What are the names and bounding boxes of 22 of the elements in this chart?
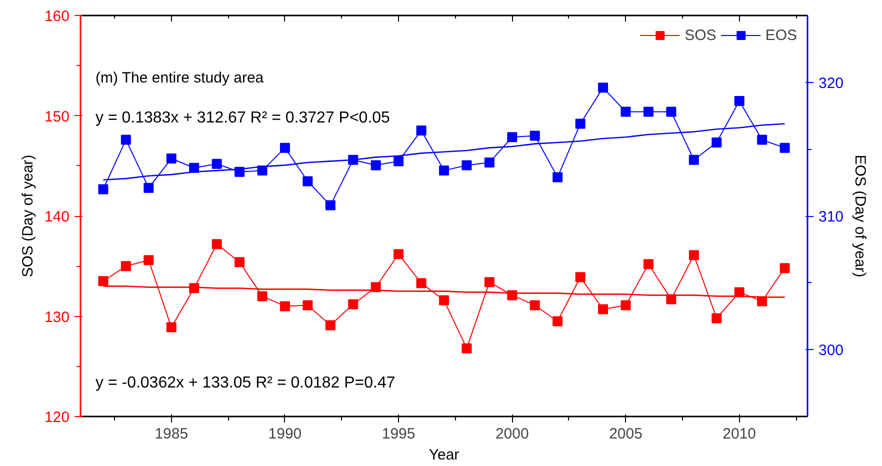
- x-tick-label: 1995: [382, 426, 416, 442]
- x-axis-title: Year: [428, 446, 460, 464]
- y2-axis-title: EOS (Day of year): [852, 154, 869, 278]
- legend-label: SOS: [684, 26, 716, 44]
- x-tick-label: 2000: [495, 426, 529, 442]
- legend-label: EOS: [765, 26, 797, 44]
- x-tick-label: 2005: [609, 426, 642, 442]
- y-tick-label: 160: [44, 8, 70, 25]
- x-tick-label: 2010: [722, 426, 756, 442]
- y-tick-label: 150: [44, 108, 70, 126]
- annotation: y = 0.1383x + 312.67 R² = 0.3727 P<0.05: [96, 110, 390, 126]
- annotation: y = -0.0362x + 133.05 R² = 0.0182 P=0.47: [96, 374, 396, 392]
- y2-tick-label: 300: [818, 342, 844, 360]
- x-tick-label: 1985: [154, 426, 188, 442]
- annotation: (m) The entire study area: [96, 70, 264, 86]
- y-tick-label: 130: [44, 308, 70, 326]
- y-axis-title: SOS (Day of year): [19, 154, 36, 278]
- y-tick-label: 120: [44, 409, 70, 426]
- y2-tick-label: 320: [818, 74, 844, 92]
- y-tick-label: 140: [44, 208, 70, 226]
- x-tick-label: 1990: [268, 426, 302, 442]
- y2-tick-label: 310: [818, 208, 844, 226]
